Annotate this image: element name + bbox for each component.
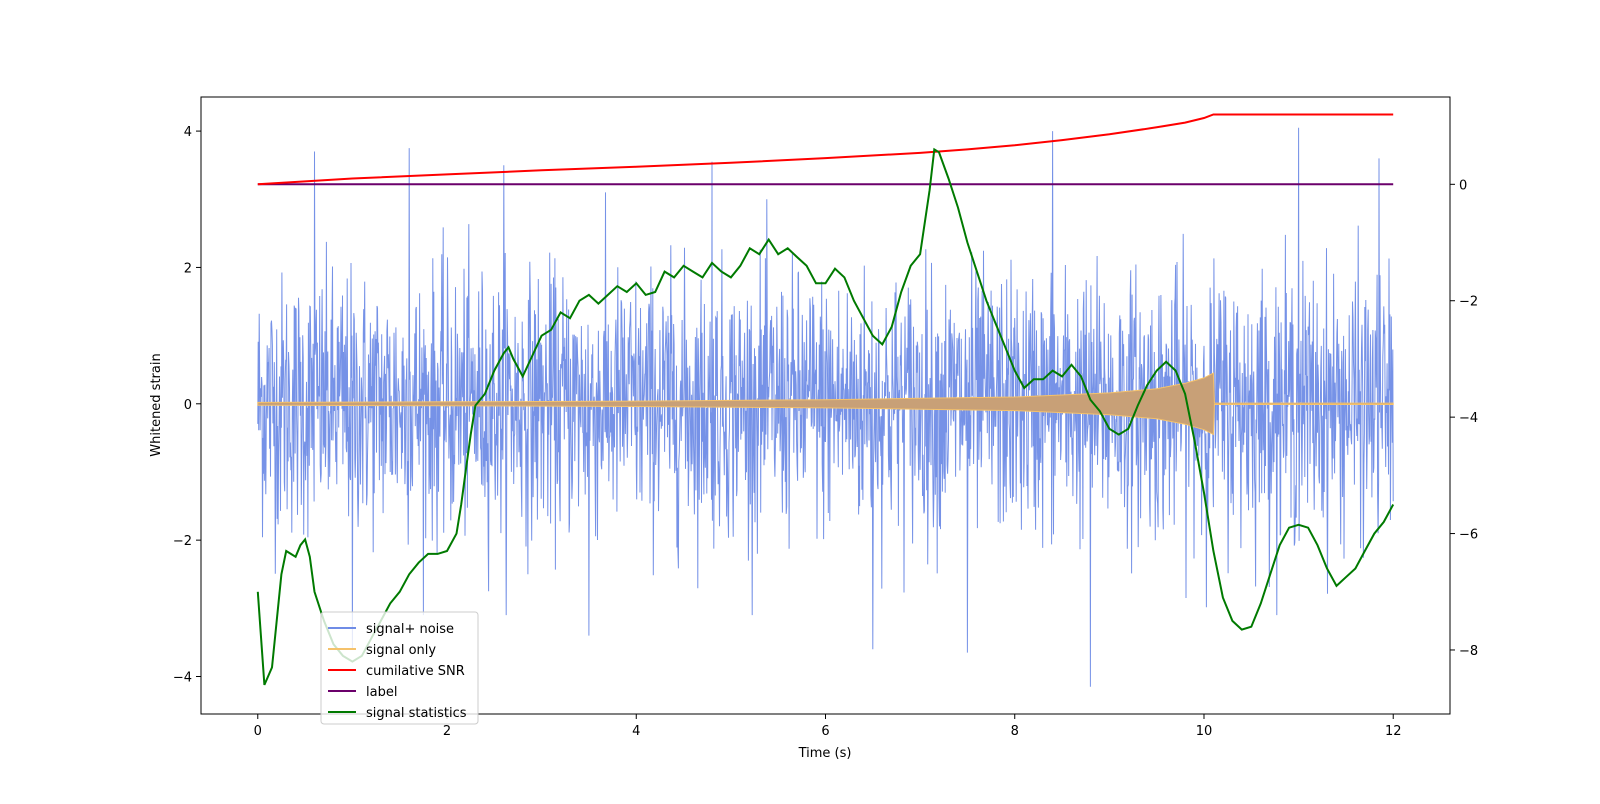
y2-tick-label: −6 bbox=[1459, 528, 1478, 543]
y-axis-label: Whitened strain bbox=[149, 353, 164, 456]
y2-tick-label: −8 bbox=[1459, 644, 1478, 659]
legend-entry: signal only bbox=[366, 643, 436, 658]
x-tick-label: 2 bbox=[443, 724, 451, 739]
x-tick-label: 12 bbox=[1385, 724, 1402, 739]
series-signal-plus-noise bbox=[257, 127, 1394, 687]
series-signal-only bbox=[257, 372, 1394, 436]
x-tick-label: 0 bbox=[254, 724, 262, 739]
legend-entry: signal statistics bbox=[366, 706, 467, 721]
legend: signal+ noise signal only cumilative SNR la… bbox=[320, 611, 479, 725]
axes: 0 2 4 6 8 10 12 −4 −2 0 2 4 −8 −6 −4 −2 0 bbox=[173, 125, 1478, 739]
x-tick-label: 10 bbox=[1196, 724, 1213, 739]
legend-box bbox=[320, 611, 479, 725]
x-tick-label: 8 bbox=[1011, 724, 1019, 739]
x-tick-label: 4 bbox=[632, 724, 640, 739]
legend-entry: signal+ noise bbox=[366, 622, 454, 637]
y-tick-label: 4 bbox=[184, 125, 192, 140]
legend-entry: label bbox=[366, 685, 397, 700]
series-cumulative-snr bbox=[257, 113, 1394, 186]
y-tick-label: −2 bbox=[173, 534, 192, 549]
y2-tick-label: −4 bbox=[1459, 411, 1478, 426]
y2-tick-label: −2 bbox=[1459, 295, 1478, 310]
x-tick-label: 6 bbox=[821, 724, 829, 739]
series-signal-statistics bbox=[256, 147, 1395, 686]
x-axis-label: Time (s) bbox=[798, 746, 852, 761]
y2-tick-label: 0 bbox=[1459, 178, 1467, 193]
legend-entry: cumilative SNR bbox=[366, 664, 465, 679]
y-tick-label: 2 bbox=[184, 261, 192, 276]
y-tick-label: 0 bbox=[184, 398, 192, 413]
plot-area bbox=[256, 113, 1395, 687]
y-tick-label: −4 bbox=[173, 671, 192, 686]
